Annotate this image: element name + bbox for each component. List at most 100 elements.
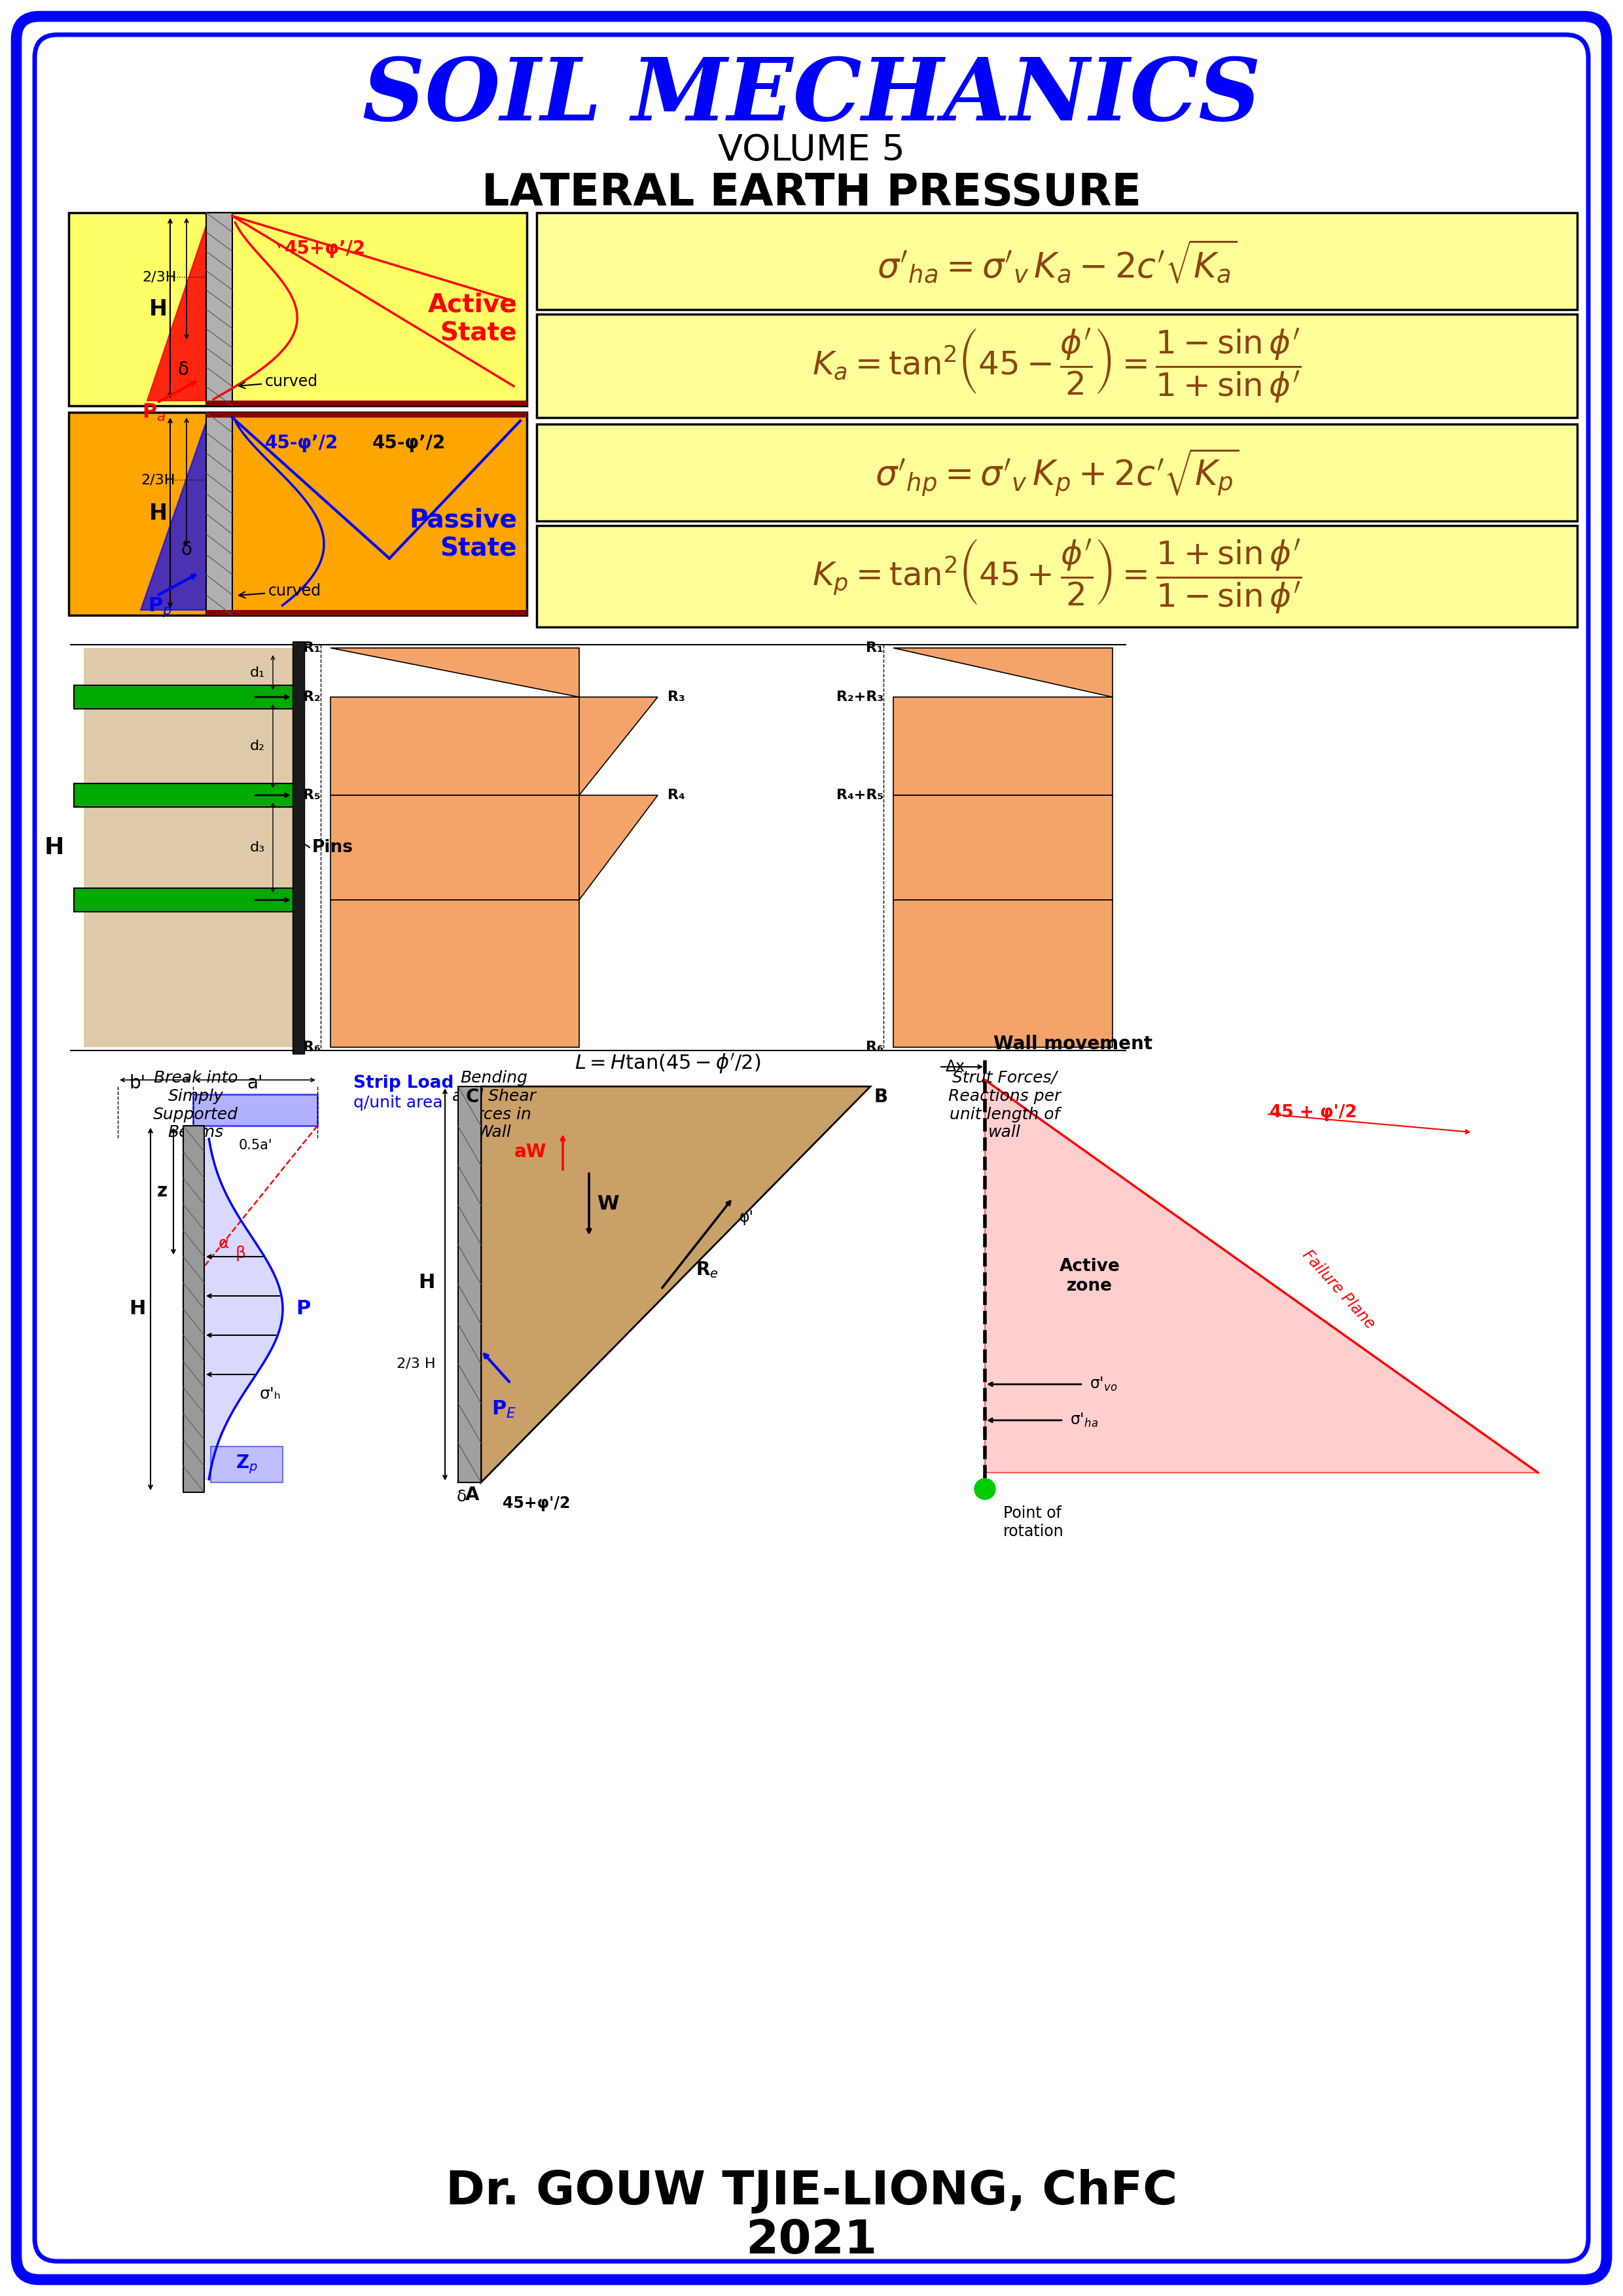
Text: P$_p$: P$_p$ [148, 597, 172, 620]
Bar [206, 400, 527, 406]
Text: Strip Load: Strip Load [354, 1075, 454, 1091]
Text: Bending
and Shear
Forces in
Wall: Bending and Shear Forces in Wall [453, 1070, 536, 1141]
Text: φ': φ' [740, 1210, 755, 1226]
Bar [537, 214, 1578, 310]
Bar [537, 526, 1578, 627]
Text: B: B [873, 1088, 888, 1107]
Text: d₁: d₁ [250, 666, 265, 680]
Text: $K_p = \tan^2\!\left(45 + \dfrac{\phi'}{2}\right) = \dfrac{1+\sin\phi'}{1-\sin\p: $K_p = \tan^2\!\left(45 + \dfrac{\phi'}{… [812, 537, 1302, 615]
Text: 45+φ'/2: 45+φ'/2 [503, 1495, 570, 1511]
Bar [183, 1125, 204, 1492]
Polygon shape [579, 698, 657, 794]
Polygon shape [893, 698, 1112, 794]
Text: Break into
Simply
Supported
Beams: Break into Simply Supported Beams [153, 1070, 239, 1141]
Bar [84, 647, 305, 1047]
Text: q/unit area: q/unit area [354, 1095, 443, 1111]
Text: R₄: R₄ [667, 790, 685, 801]
Polygon shape [893, 794, 1112, 900]
Text: curved: curved [239, 374, 318, 390]
Text: Wall movement: Wall movement [993, 1035, 1152, 1054]
Polygon shape [579, 794, 657, 900]
Text: R₃: R₃ [667, 691, 685, 703]
Bar [292, 641, 305, 1054]
Text: R₅: R₅ [304, 790, 321, 801]
Text: α: α [219, 1235, 229, 1251]
Text: aW: aW [514, 1143, 547, 1162]
Text: 45+φ’/2: 45+φ’/2 [284, 239, 365, 257]
Text: z: z [157, 1182, 167, 1201]
Text: R$_e$: R$_e$ [695, 1261, 717, 1279]
Bar [68, 214, 527, 406]
Bar [206, 214, 232, 406]
Circle shape [974, 1479, 995, 1499]
Text: $\sigma'_{hp} = \sigma'_v \, K_p + 2c'\sqrt{K_p}$: $\sigma'_{hp} = \sigma'_v \, K_p + 2c'\s… [875, 448, 1238, 498]
Text: A: A [464, 1486, 479, 1504]
Text: P$_a$: P$_a$ [141, 402, 166, 422]
Text: P: P [295, 1300, 310, 1318]
Polygon shape [331, 698, 579, 794]
Bar [206, 413, 232, 615]
Text: H: H [419, 1274, 435, 1293]
Text: LATERAL EARTH PRESSURE: LATERAL EARTH PRESSURE [482, 172, 1141, 216]
Text: Z$_p$: Z$_p$ [235, 1453, 258, 1474]
Text: σ'ₕ: σ'ₕ [260, 1387, 281, 1403]
Text: R₆: R₆ [867, 1040, 883, 1054]
Text: 2/3 H: 2/3 H [396, 1357, 435, 1371]
Text: β: β [235, 1244, 247, 1261]
Text: δ: δ [179, 360, 188, 379]
Bar [206, 611, 527, 615]
Text: 45 + φ'/2: 45 + φ'/2 [1269, 1104, 1357, 1120]
Bar [75, 889, 305, 912]
Bar [68, 413, 527, 615]
Text: R₆: R₆ [304, 1040, 321, 1054]
Text: C: C [466, 1088, 479, 1107]
Text: Strut Forces/
Reactions per
unit length of
wall: Strut Forces/ Reactions per unit length … [948, 1070, 1061, 1141]
Text: Point of
rotation: Point of rotation [1003, 1506, 1065, 1538]
Text: 2/3H: 2/3H [141, 473, 175, 487]
Bar [537, 425, 1578, 521]
Polygon shape [141, 422, 206, 611]
Bar [193, 1095, 318, 1125]
Polygon shape [331, 647, 579, 698]
Text: 2/3H: 2/3H [143, 271, 177, 285]
Text: σ'$_{ha}$: σ'$_{ha}$ [1070, 1412, 1099, 1428]
Bar [537, 315, 1578, 418]
Polygon shape [148, 225, 206, 400]
Bar [75, 783, 305, 806]
Text: Pins: Pins [312, 838, 354, 856]
Polygon shape [331, 794, 579, 900]
Polygon shape [893, 900, 1112, 1047]
Text: W: W [597, 1194, 618, 1215]
Text: curved: curved [239, 583, 321, 599]
Text: P$_E$: P$_E$ [492, 1398, 516, 1419]
Text: R₁: R₁ [304, 641, 321, 654]
Text: $K_a = \tan^2\!\left(45 - \dfrac{\phi'}{2}\right) = \dfrac{1-\sin\phi'}{1+\sin\p: $K_a = \tan^2\!\left(45 - \dfrac{\phi'}{… [813, 326, 1302, 404]
Text: R₂+R₃: R₂+R₃ [836, 691, 883, 703]
Text: Failure Plane: Failure Plane [1298, 1247, 1378, 1332]
Text: Active
zone: Active zone [1060, 1258, 1120, 1295]
Polygon shape [985, 1079, 1539, 1472]
Bar [75, 684, 305, 709]
Text: H: H [149, 503, 167, 523]
Text: H: H [149, 298, 167, 319]
Text: δ: δ [182, 540, 192, 558]
Text: 0.5a': 0.5a' [239, 1139, 273, 1153]
Text: $\sigma'_{ha} = \sigma'_v \, K_a - 2c'\sqrt{K_a}$: $\sigma'_{ha} = \sigma'_v \, K_a - 2c'\s… [876, 239, 1237, 285]
Text: H: H [130, 1300, 146, 1318]
Text: b': b' [130, 1075, 146, 1093]
Text: SOIL MECHANICS: SOIL MECHANICS [362, 55, 1261, 140]
Text: R₄+R₅: R₄+R₅ [836, 790, 883, 801]
Text: σ'$_{vo}$: σ'$_{vo}$ [1089, 1375, 1118, 1394]
Text: δ: δ [456, 1490, 466, 1504]
Text: d₂: d₂ [250, 739, 265, 753]
Text: VOLUME 5: VOLUME 5 [717, 133, 906, 168]
Bar [206, 413, 527, 418]
Text: $L = H\tan(45 - \phi'/2)$: $L = H\tan(45 - \phi'/2)$ [575, 1052, 761, 1075]
Text: Active
State: Active State [427, 292, 518, 347]
Text: R₂: R₂ [304, 691, 321, 703]
Text: H: H [44, 836, 65, 859]
Text: d₃: d₃ [250, 840, 265, 854]
Text: Dr. GOUW TJIE-LIONG, ChFC: Dr. GOUW TJIE-LIONG, ChFC [446, 2170, 1177, 2213]
Polygon shape [331, 900, 579, 1047]
Text: 45-φ’/2: 45-φ’/2 [265, 434, 339, 452]
